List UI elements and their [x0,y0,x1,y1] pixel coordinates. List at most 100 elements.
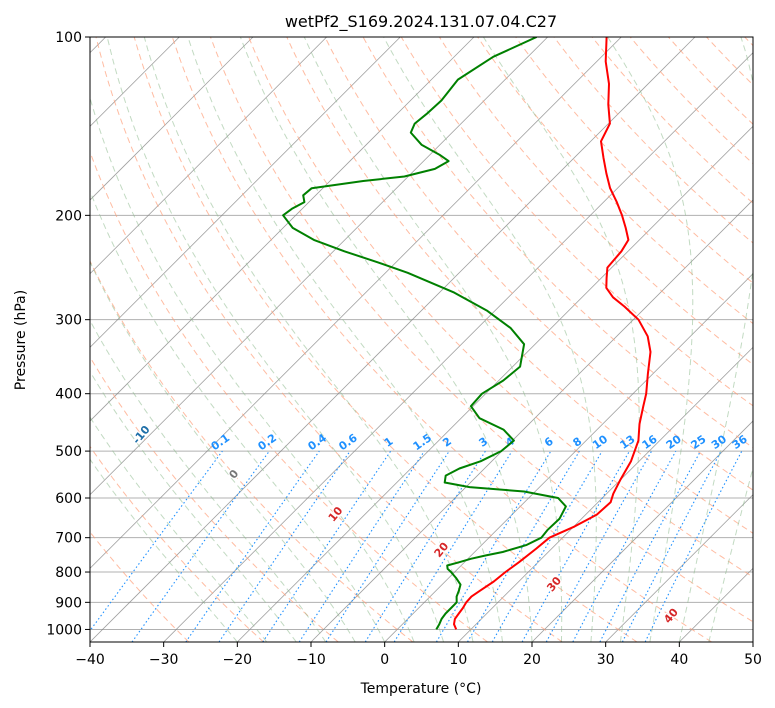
y-axis-title: Pressure (hPa) [13,290,29,390]
isotherm-line [90,37,622,569]
mixing-ratio-label: 0.1 [209,431,232,453]
moist-adiabat-line [607,37,694,642]
dry-adiabat-label: -10 [130,423,153,447]
plot-frame [89,36,754,643]
mixing-ratio-line [364,450,486,642]
y-tick-label: 400 [55,387,82,403]
moist-adiabat-line [239,37,533,642]
isotherm-line [90,37,254,201]
mixing-ratio-label: 6 [542,435,556,450]
moist-adiabat-line [383,37,597,642]
x-tick-label: 20 [523,652,541,668]
x-tick-label: 50 [744,652,762,668]
x-tick-label: 40 [670,652,688,668]
dry-adiabat-label: 40 [661,606,681,626]
moist-adiabat-line [143,37,474,642]
moist-adiabat-line [708,466,753,642]
mixing-ratio-line [545,450,653,642]
mixing-ratio-line [185,450,320,642]
dry-adiabat-line [324,37,753,491]
moist-adiabat-line [90,416,268,642]
moist-adiabat-line [90,189,386,642]
mixing-ratio-line [218,450,351,642]
mixing-ratio-line [572,450,677,642]
y-tick-label: 900 [55,595,82,611]
dry-adiabat-line [171,37,712,642]
mixing-ratio-line [325,450,450,642]
y-tick-label: 500 [55,444,82,460]
mixing-ratio-line [599,450,701,642]
mixing-ratio-label: 36 [730,432,750,452]
dry-adiabat-line [90,445,264,642]
dry-adiabat-line [133,37,638,642]
mixing-ratio-line [298,450,425,642]
x-tick-label: 30 [597,652,615,668]
y-tick-label: 100 [55,30,82,46]
dry-adiabat-line [553,37,753,244]
dry-adiabat-line [90,150,488,642]
y-tick-label: 800 [55,565,82,581]
mixing-ratio-label: 25 [688,433,708,452]
isotherm-line [90,37,696,642]
dry-adiabat-line [706,37,753,86]
isotherm-line [90,37,401,348]
y-tick-label: 200 [55,208,82,224]
isotherm-line [90,37,548,496]
chart-title: wetPf2_S169.2024.131.07.04.C27 [285,12,557,32]
x-tick-label: −30 [149,652,179,668]
dry-adiabat-line [286,37,753,534]
isotherm-line [90,37,475,422]
background-lines [90,37,753,642]
mixing-ratio-line [262,450,392,642]
y-tick-label: 1000 [46,622,82,638]
isotherm-line [384,273,753,642]
moist-adiabat-line [303,37,563,642]
moist-adiabat-line [90,370,297,642]
x-axis: −40 −30 −20 −10 0 10 20 30 40 50 [75,642,762,668]
profile-traces [282,37,652,630]
isotherm-line [237,125,753,642]
mixing-ratio-line [644,450,743,642]
dry-adiabat-line [90,356,339,642]
isotherm-line [752,641,753,642]
y-tick-label: 700 [55,531,82,547]
dry-adiabat-label: 0 [226,467,241,481]
isotherm-line [605,494,753,642]
mixing-ratio-label: 1 [382,435,396,450]
dry-adiabat-line [744,37,753,47]
temperature-profile-line [453,37,652,630]
moist-adiabat-line [482,37,640,642]
isotherm-line [90,37,327,275]
moist-adiabat-line [90,96,415,642]
isotherm-line [163,52,753,642]
mixing-ratio-label: 8 [571,435,585,450]
dry-adiabat-line [668,37,753,125]
isotherm-line [531,420,753,642]
y-axis: 100 200 300 400 500 600 700 800 900 1000 [46,30,90,638]
dry-adiabat-line [90,259,414,642]
y-tick-label: 300 [55,313,82,329]
moist-adiabat-line [187,37,503,642]
dry-adiabat-line [95,37,563,642]
dry-adiabat-line [591,37,753,204]
moist-adiabat-line [678,37,753,642]
mixing-ratio-label: 0.4 [306,431,330,453]
mixing-ratio-line [131,450,270,642]
mixing-ratio-label: 16 [640,432,660,452]
dry-adiabat-line [248,37,753,578]
moist-adiabat-line [90,458,238,642]
isotherm-line [679,567,753,642]
x-tick-label: −20 [223,652,253,668]
x-axis-title: Temperature (°C) [360,681,482,697]
mixing-ratio-label: 1.5 [411,431,434,453]
x-tick-label: −40 [75,652,105,668]
isopleth-labels: 0.10.20.40.611.52346810131620253036-100-… [129,422,750,628]
mixing-ratio-line [393,450,513,642]
moist-adiabat-line [106,37,445,642]
mixing-ratio-label: 0.6 [336,431,360,453]
moist-adiabat-line [90,260,356,642]
y-tick-label: 600 [55,491,82,507]
x-tick-label: 10 [449,652,467,668]
